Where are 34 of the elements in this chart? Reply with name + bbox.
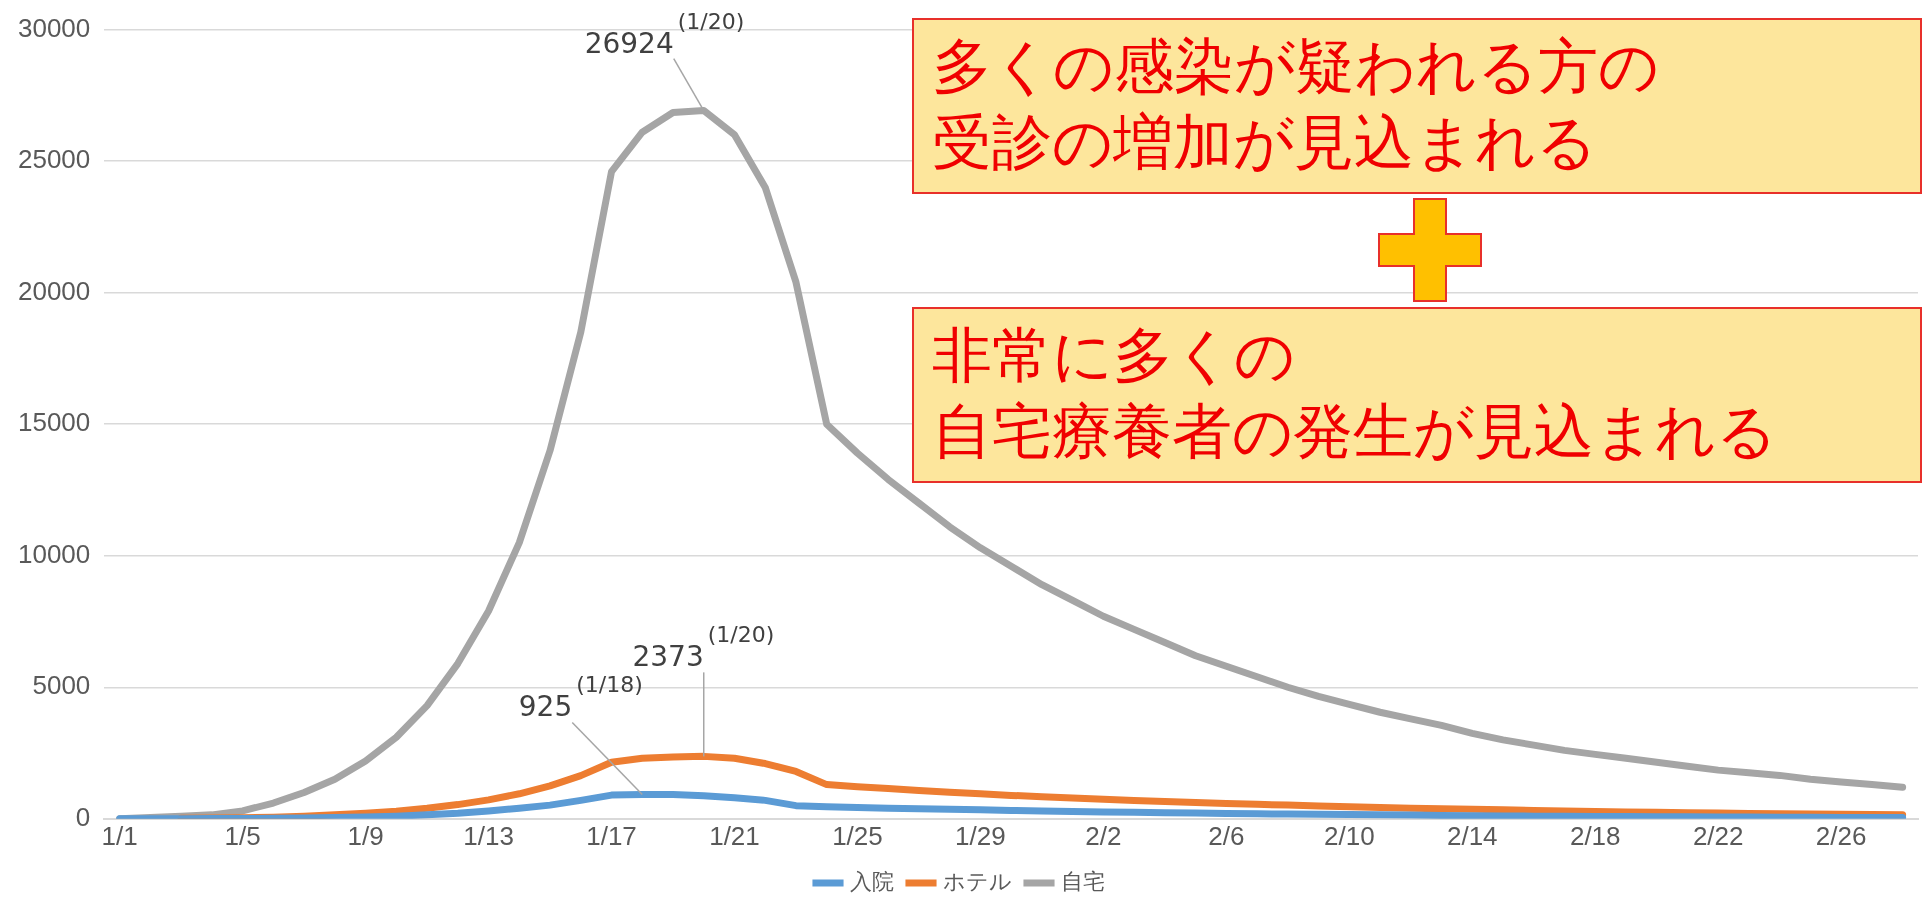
legend-label: 自宅	[1061, 869, 1105, 895]
legend-label: 入院	[850, 869, 894, 895]
annotation: 多くの感染が疑われる方の	[932, 30, 1660, 103]
y-tick-label: 30000	[17, 12, 91, 43]
y-tick-label: 25000	[17, 144, 91, 175]
y-tick-label: 0	[75, 801, 91, 832]
x-tick-label: 1/17	[586, 820, 637, 851]
x-tick-label: 2/22	[1692, 820, 1744, 851]
x-tick-label: 1/13	[463, 820, 514, 851]
x-tick-label: 2/14	[1446, 820, 1498, 851]
annotation: 受診の増加が見込まれる	[932, 106, 1598, 179]
y-tick-label: 5000	[32, 670, 91, 701]
y-tick-label: 15000	[17, 407, 91, 438]
x-tick-label: 2/6	[1208, 820, 1245, 851]
x-tick-label: 1/21	[709, 820, 760, 851]
annotation: 26924 (1/20)	[584, 8, 745, 60]
x-tick-label: 2/2	[1085, 820, 1122, 851]
annotation: 非常に多くの	[932, 319, 1296, 392]
x-tick-label: 2/26	[1815, 820, 1867, 851]
x-tick-label: 2/10	[1323, 820, 1375, 851]
y-tick-label: 10000	[17, 538, 91, 569]
callout-box: 多くの感染が疑われる方の 受診の増加が見込まれる	[912, 18, 1922, 194]
x-tick-label: 2/18	[1569, 820, 1621, 851]
annotation: 2373 (1/20)	[632, 622, 775, 674]
x-tick-label: 1/29	[955, 820, 1006, 851]
x-tick-label: 1/5	[224, 820, 261, 851]
callout-box: 非常に多くの 自宅療養者の発生が見込まれる	[912, 307, 1922, 483]
annotation: 自宅療養者の発生が見込まれる	[932, 395, 1778, 468]
x-tick-label: 1/1	[101, 820, 138, 851]
x-tick-label: 1/9	[347, 820, 384, 851]
x-tick-label: 1/25	[832, 820, 883, 851]
y-tick-label: 20000	[17, 275, 91, 306]
annotation: 925 (1/18)	[518, 672, 643, 724]
legend-label: ホテル	[943, 869, 1012, 895]
